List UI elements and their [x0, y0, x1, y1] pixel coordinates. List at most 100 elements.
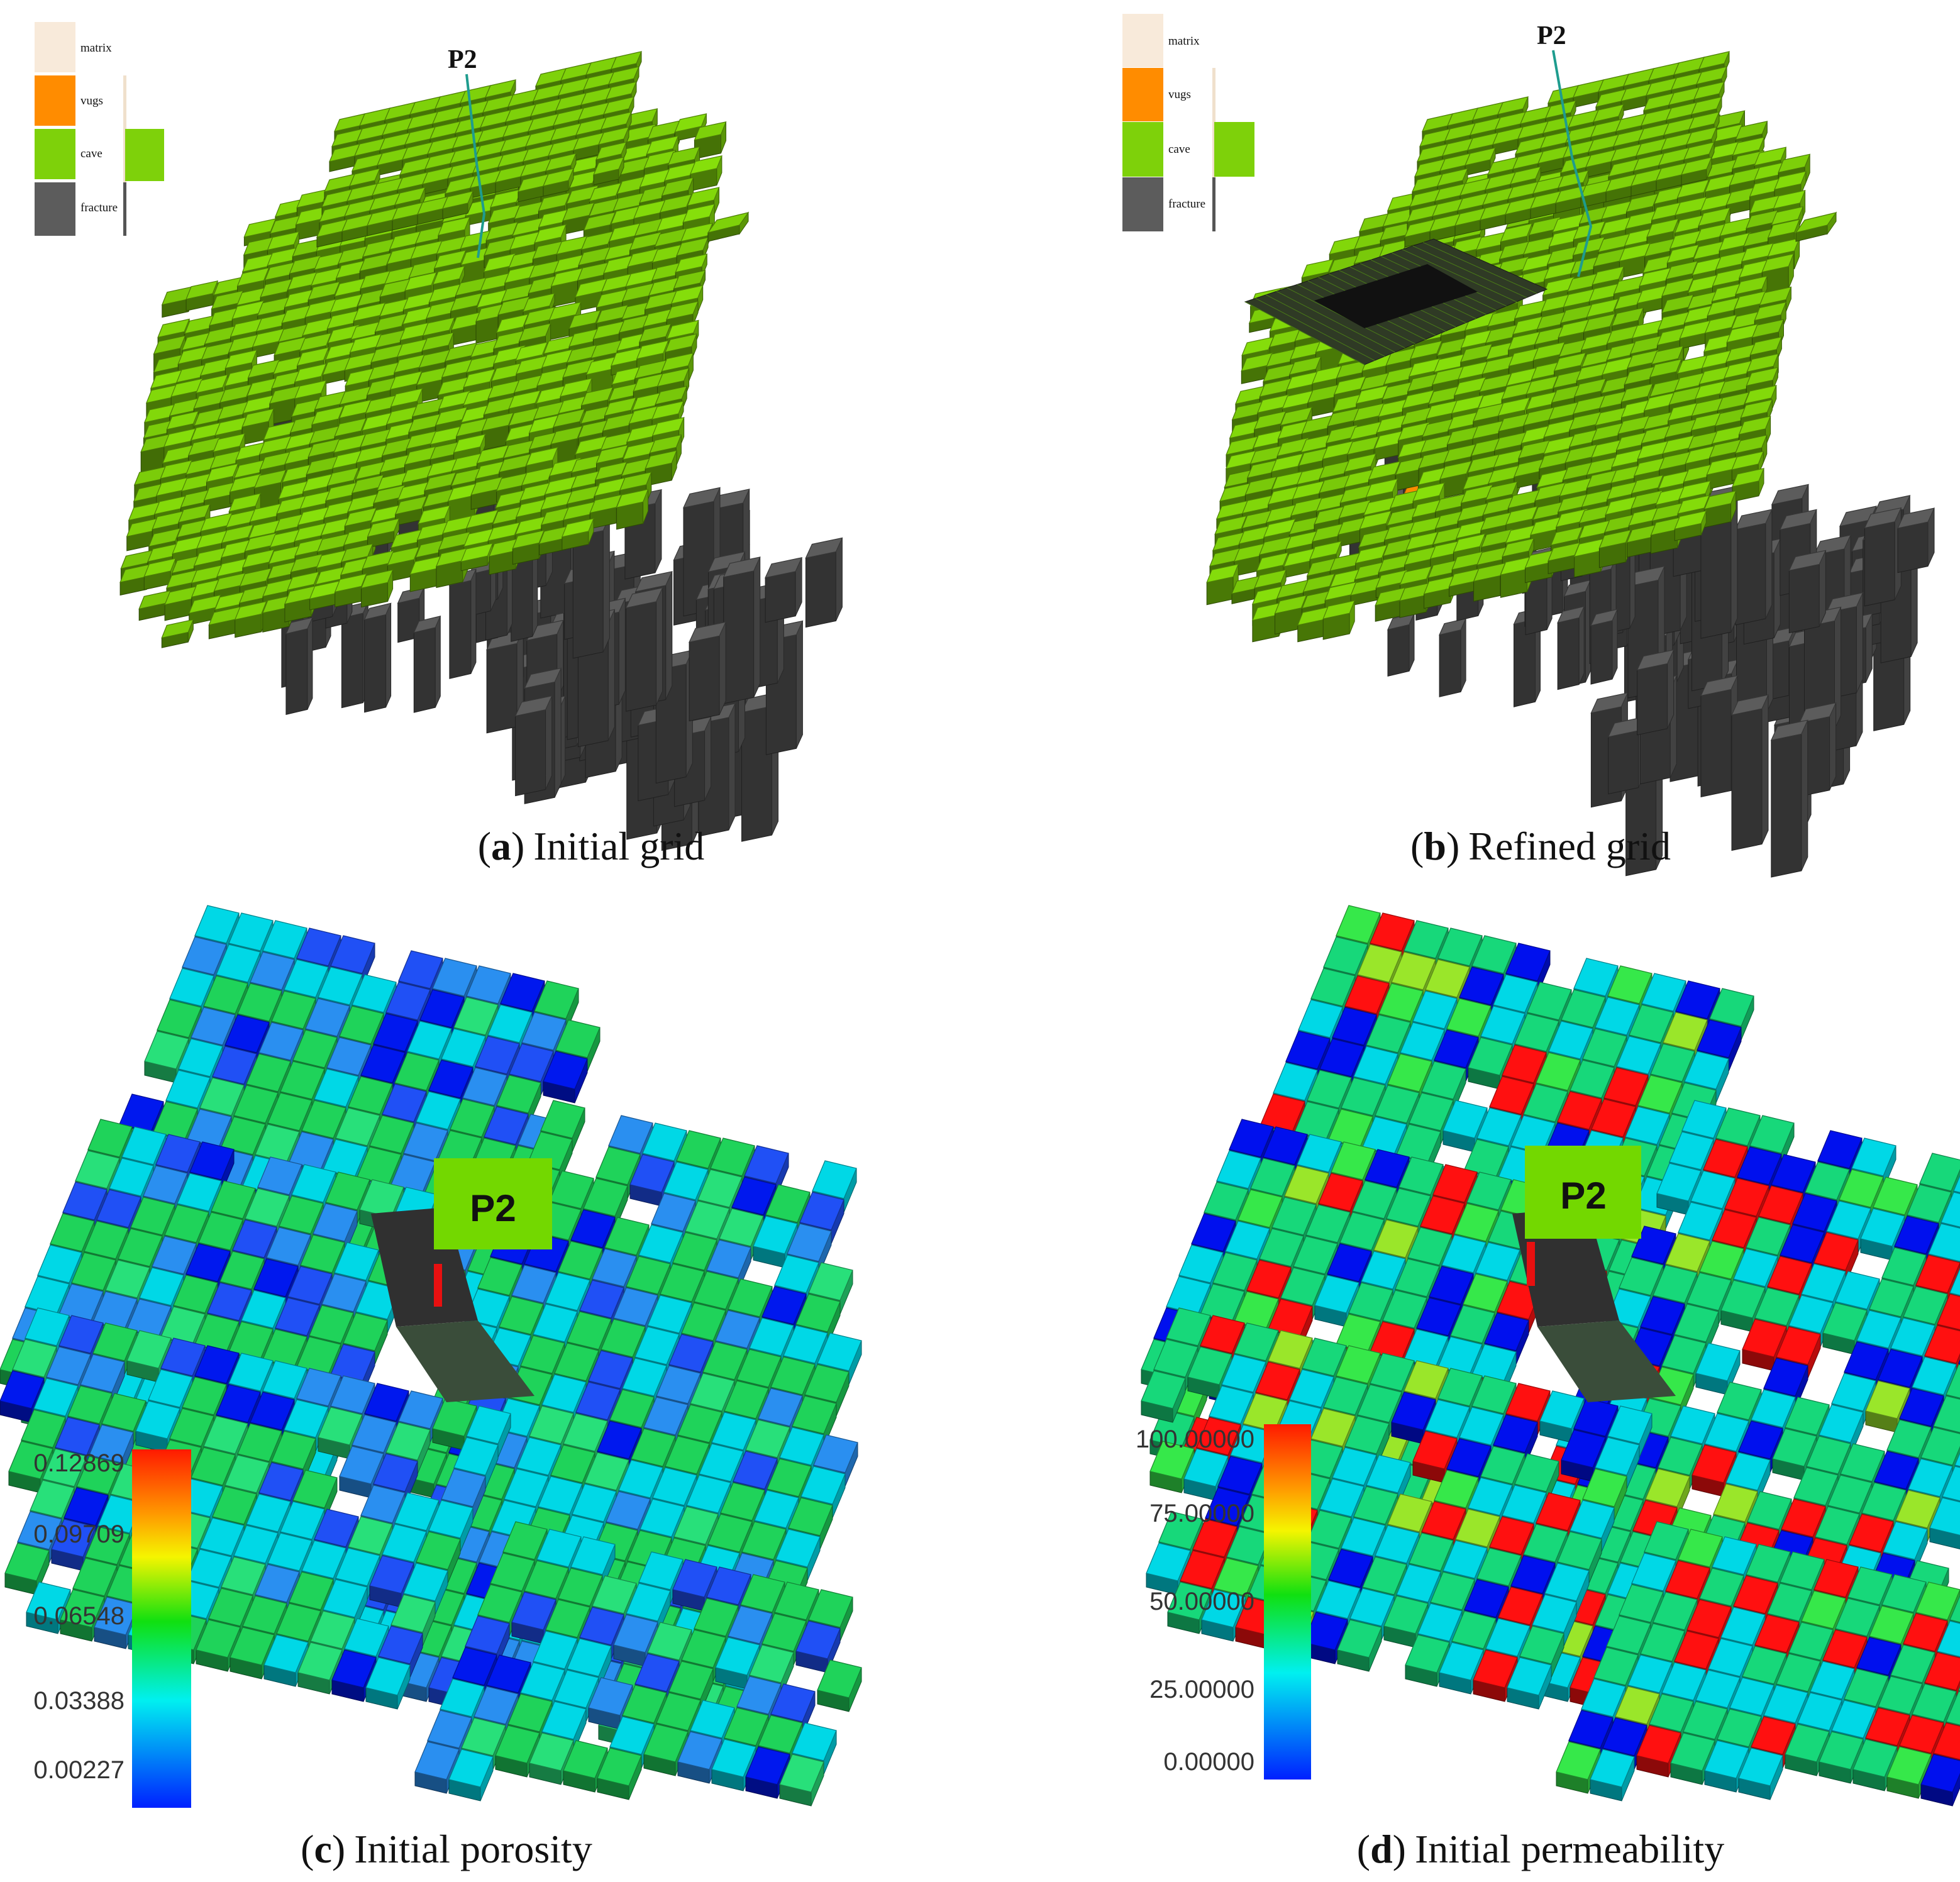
well-label: P2 — [1537, 21, 1566, 50]
grid-cell-side — [728, 703, 736, 831]
grid-cell — [359, 252, 392, 272]
panel-refined-grid: matrix vugs cave fracture P2 (b) Refined … — [1122, 14, 1935, 878]
grid-cell-side — [795, 621, 803, 749]
grid-cell — [307, 281, 341, 301]
grid-cell-side — [626, 601, 657, 712]
grid-cell-side — [1801, 720, 1808, 872]
grid-cell-side — [1771, 733, 1802, 878]
caption-letter: a — [491, 824, 511, 868]
grid-cell-side — [602, 516, 610, 653]
grid-cell-side — [449, 580, 472, 679]
grid-cell — [538, 192, 571, 212]
grid-cell-side — [765, 571, 796, 623]
legend-label-fracture: fracture — [80, 201, 118, 214]
caption-letter: b — [1424, 824, 1446, 868]
grid-cell-side — [656, 587, 663, 706]
grid-cell-side — [1864, 521, 1895, 607]
well-label: P2 — [448, 45, 477, 74]
grid-cell — [450, 292, 483, 312]
legend-swatch-vugs — [35, 75, 75, 126]
grid-cell-side — [341, 612, 363, 709]
grid-cell — [374, 313, 407, 333]
grid-cell-side — [1765, 509, 1773, 619]
grid-cell — [363, 602, 392, 621]
grid-cell-side — [1773, 538, 1781, 638]
legend-swatch-fracture — [1122, 177, 1163, 231]
grid-cell — [682, 487, 721, 509]
panel-caption: (a) Initial grid — [478, 824, 705, 868]
grid-cell — [185, 280, 219, 300]
grid-cell-side — [1608, 730, 1639, 795]
grid-cell-side — [719, 622, 726, 715]
grid-cell — [236, 267, 270, 287]
grid-cell-side — [364, 614, 387, 713]
grid-cell — [682, 203, 716, 223]
reservoir-grid-model — [1206, 51, 1935, 878]
grid-cell — [689, 621, 727, 643]
grid-cell-side — [1700, 689, 1732, 798]
caption-text: Initial grid — [533, 824, 704, 868]
grid-cell — [260, 278, 293, 298]
grid-cell — [153, 335, 186, 355]
grid-cell-side — [545, 695, 553, 790]
grid-cell — [583, 211, 616, 231]
facies-legend: matrix vugs cave fracture — [1122, 14, 1254, 231]
legend-label-matrix: matrix — [1168, 35, 1200, 48]
grid-cell-side — [1829, 702, 1837, 790]
grid-cell — [534, 224, 567, 244]
grid-cell — [501, 283, 534, 302]
grid-cell-side — [1856, 592, 1863, 694]
legend-swatch-matrix — [35, 22, 75, 72]
grid-cell — [196, 374, 229, 394]
grid-cell — [404, 272, 438, 292]
grid-cell-side — [805, 551, 836, 628]
grid-cell — [589, 182, 622, 202]
grid-cell — [723, 556, 761, 578]
legend-swatch-vugs — [1122, 68, 1163, 121]
grid-cell — [647, 120, 680, 140]
legend-current-swatch — [125, 129, 164, 181]
legend-label-vugs: vugs — [1168, 88, 1191, 101]
grid-cell — [580, 231, 614, 250]
grid-cell — [224, 349, 258, 369]
grid-cell — [285, 617, 313, 634]
grid-cell-side — [307, 617, 313, 710]
grid-cell-side — [385, 603, 392, 708]
grid-cell — [667, 146, 700, 166]
legend-swatch-matrix — [1122, 14, 1163, 67]
panel-initial-porosity: P2 0.12869 0.09709 0.06548 0.03388 0.002… — [0, 905, 862, 1871]
grid-cell — [432, 265, 465, 285]
legend-swatch-cave — [1122, 122, 1163, 177]
grid-cell — [243, 218, 277, 238]
grid-cell-side — [1590, 620, 1613, 685]
reservoir-grid-model — [119, 51, 843, 851]
grid-cell-side — [1460, 618, 1466, 692]
grid-cell-side — [1387, 624, 1410, 677]
legend-label-cave: cave — [80, 147, 102, 160]
grid-cell-side — [486, 643, 518, 734]
grid-cell — [694, 121, 727, 141]
grid-cell-side — [618, 598, 626, 705]
grid-cell — [646, 135, 679, 155]
grid-cell — [267, 231, 300, 251]
grid-cell — [362, 238, 395, 258]
grid-cell-side — [435, 616, 441, 708]
panel-caption: (b) Refined grid — [1410, 824, 1671, 868]
grid-cell-side — [1439, 629, 1461, 697]
legend-indicator-bar-dark — [123, 182, 126, 236]
grid-cell — [805, 537, 843, 559]
grid-cell-side — [753, 556, 761, 698]
grid-cell — [625, 587, 663, 609]
grid-cell-side — [285, 628, 308, 716]
grid-cell — [674, 113, 707, 133]
grid-cell — [562, 202, 595, 222]
grid-cell — [689, 155, 723, 175]
grid-cell-side — [1761, 694, 1769, 844]
porosity-grid-model — [0, 905, 862, 1807]
caption-text: Refined grid — [1468, 824, 1671, 868]
grid-cell-side — [665, 571, 673, 700]
panel-initial-grid: matrix vugs cave fracture P2 (a) Initial … — [35, 22, 843, 868]
grid-cell — [687, 187, 720, 206]
